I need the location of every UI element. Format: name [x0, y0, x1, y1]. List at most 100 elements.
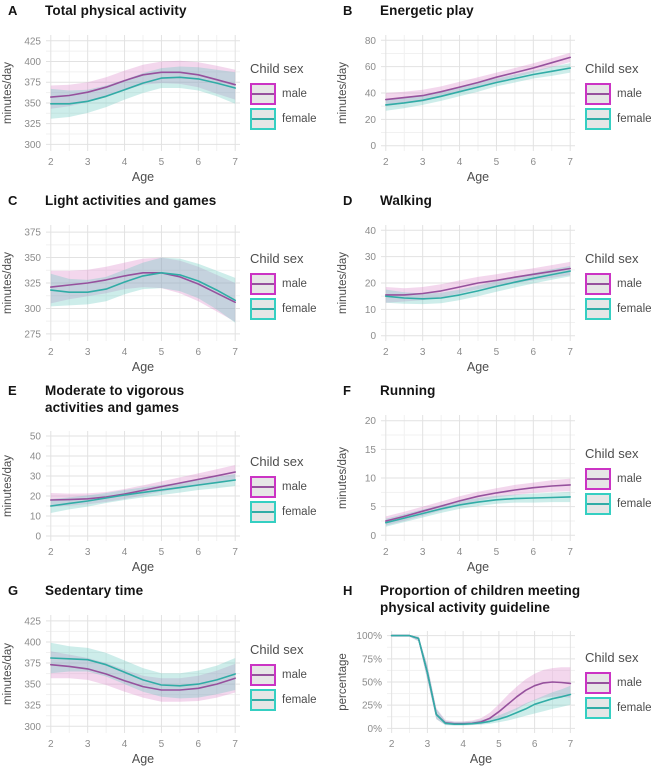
female-line-sample: [252, 699, 274, 701]
svg-text:50%: 50%: [362, 678, 382, 689]
legend-label-female: female: [617, 702, 652, 714]
svg-text:4: 4: [122, 547, 128, 558]
line-chart: 0 20 40 60 80 2 3 4 5 6 7 Age minutes/day: [337, 35, 575, 184]
female-line-sample: [587, 707, 609, 709]
svg-text:5: 5: [494, 347, 500, 358]
svg-text:4: 4: [457, 157, 463, 168]
panel-body: 300 325 350 375 400 425 2 3 4 5 6 7 Age minutes/day C…: [0, 607, 335, 771]
svg-text:75%: 75%: [362, 654, 382, 665]
legend-item-female: female: [250, 298, 335, 320]
svg-text:6: 6: [196, 157, 202, 168]
y-axis-title: minutes/day: [2, 643, 14, 705]
svg-text:400: 400: [24, 57, 41, 68]
svg-text:6: 6: [196, 347, 202, 358]
panel-body: 0 10 20 30 40 2 3 4 5 6 7 Age minutes/day Child sex …: [335, 217, 669, 379]
legend-key-female-swatch: [585, 298, 611, 320]
line-chart: 0 10 20 30 40 2 3 4 5 6 7 Age minutes/day: [337, 225, 575, 374]
panel-letter: C: [8, 193, 18, 208]
y-axis-title: minutes/day: [2, 455, 14, 517]
female-line-sample: [252, 511, 274, 513]
legend-label-female: female: [282, 694, 317, 706]
legend-label-female: female: [282, 113, 317, 125]
legend-key-female-swatch: [585, 493, 611, 515]
svg-text:2: 2: [48, 547, 54, 558]
legend-title: Child sex: [250, 642, 304, 657]
legend-key-female-swatch: [250, 501, 276, 523]
svg-text:400: 400: [24, 637, 41, 648]
panel-d: D Walking 0 10 20 30 40 2 3 4 5 6 7 Age minutes/day …: [335, 190, 669, 380]
legend-label-male: male: [282, 278, 307, 290]
panel-body: 0 5 10 15 20 2 3 4 5 6 7 Age minutes/day Child sex m…: [335, 407, 669, 579]
legend-key-female-swatch: [585, 697, 611, 719]
legend-label-male: male: [617, 278, 642, 290]
x-axis-title: Age: [132, 170, 154, 184]
panel-letter: F: [343, 383, 351, 398]
legend-title: Child sex: [585, 446, 639, 461]
legend-label-male: male: [282, 669, 307, 681]
svg-text:50: 50: [30, 432, 42, 443]
legend-item-male: male: [250, 273, 335, 295]
svg-text:40: 40: [30, 452, 42, 463]
legend-key-male-swatch: [585, 273, 611, 295]
svg-text:0: 0: [370, 331, 376, 342]
svg-text:6: 6: [532, 739, 538, 750]
panel-b: B Energetic play 0 20 40 60 80 2 3 4 5 6 7 Age minut…: [335, 0, 669, 190]
male-line-sample: [587, 478, 609, 480]
legend-item-female: female: [250, 689, 335, 711]
svg-text:375: 375: [24, 659, 41, 670]
panel-header: D Walking: [335, 193, 669, 217]
svg-text:3: 3: [420, 347, 426, 358]
svg-text:0: 0: [370, 531, 376, 542]
legend-item-female: female: [585, 108, 669, 130]
svg-text:4: 4: [122, 347, 128, 358]
legend-item-male: male: [250, 664, 335, 686]
svg-text:20: 20: [365, 416, 377, 427]
panel-body: 275 300 325 350 375 2 3 4 5 6 7 Age minutes/day Chil…: [0, 217, 335, 379]
svg-text:6: 6: [531, 157, 537, 168]
svg-text:60: 60: [365, 62, 377, 73]
line-chart: 0 10 20 30 40 50 2 3 4 5 6 7 Age minutes/day: [2, 431, 240, 574]
legend-child-sex: Child sex male female: [250, 61, 335, 133]
legend-title: Child sex: [585, 650, 639, 665]
female-line-sample: [587, 308, 609, 310]
line-chart: 275 300 325 350 375 2 3 4 5 6 7 Age minutes/day: [2, 225, 240, 374]
y-axis-title: minutes/day: [337, 252, 349, 314]
panel-body: 0 20 40 60 80 2 3 4 5 6 7 Age minutes/day Child sex …: [335, 27, 669, 189]
svg-text:5: 5: [494, 157, 500, 168]
svg-text:7: 7: [232, 157, 238, 168]
legend-title: Child sex: [250, 61, 304, 76]
panel-letter: E: [8, 383, 17, 398]
legend-label-female: female: [282, 506, 317, 518]
x-axis-title: Age: [467, 170, 489, 184]
legend-label-female: female: [617, 498, 652, 510]
male-line-sample: [252, 93, 274, 95]
legend-title: Child sex: [250, 251, 304, 266]
panel-title: Light activities and games: [45, 193, 217, 208]
legend-label-female: female: [617, 113, 652, 125]
panel-header: H Proportion of children meeting physica…: [335, 583, 669, 623]
svg-text:2: 2: [48, 347, 54, 358]
panel-body: 0 10 20 30 40 50 2 3 4 5 6 7 Age minutes/day Child se…: [0, 423, 335, 579]
legend-key-male-swatch: [250, 664, 276, 686]
svg-text:275: 275: [24, 329, 41, 340]
legend-key-female-swatch: [585, 108, 611, 130]
x-axis-title: Age: [132, 560, 154, 574]
panel-header: B Energetic play: [335, 3, 669, 27]
legend-key-female-swatch: [250, 298, 276, 320]
legend-key-male-swatch: [250, 476, 276, 498]
svg-text:3: 3: [420, 547, 426, 558]
legend-label-male: male: [617, 88, 642, 100]
legend-child-sex: Child sex male female: [250, 454, 335, 526]
svg-text:300: 300: [24, 722, 41, 733]
legend-item-female: female: [585, 298, 669, 320]
legend-key-male-swatch: [250, 273, 276, 295]
svg-text:2: 2: [389, 739, 395, 750]
female-line-sample: [252, 308, 274, 310]
line-chart: 0% 25% 50% 75% 100% 2 3 4 5 6 7 Age percentage: [337, 631, 575, 766]
svg-text:0: 0: [35, 532, 41, 543]
svg-text:7: 7: [567, 347, 573, 358]
svg-text:7: 7: [567, 157, 573, 168]
female-line-sample: [587, 118, 609, 120]
legend-child-sex: Child sex male female: [250, 642, 335, 714]
svg-text:3: 3: [420, 157, 426, 168]
